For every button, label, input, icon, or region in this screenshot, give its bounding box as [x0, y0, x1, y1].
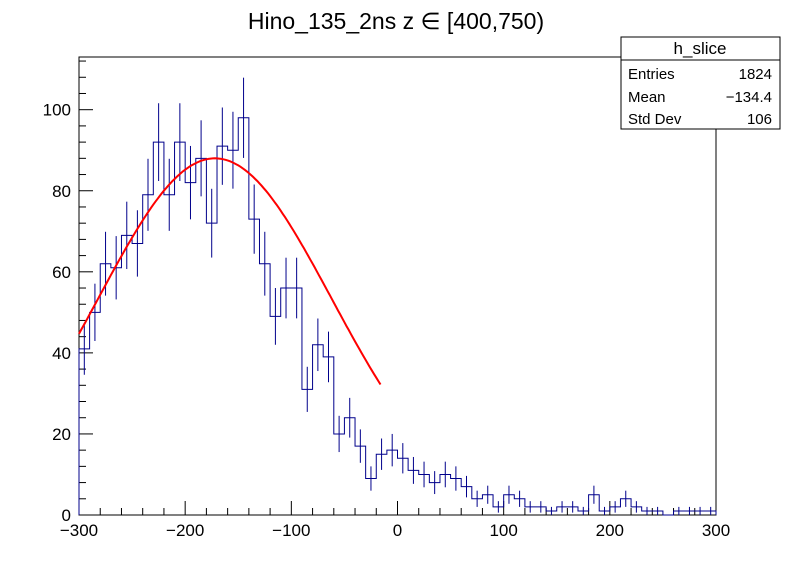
y-tick-label: 80	[52, 182, 71, 201]
fit-curve-line	[78, 157, 382, 386]
histogram-series-line	[78, 117, 717, 516]
stats-entries-label: Entries	[628, 66, 675, 83]
stats-mean-value: −134.4	[726, 89, 772, 106]
chart-title: Hino_135_2ns z ∈ [400,750)	[248, 8, 544, 34]
y-tick-label: 20	[52, 425, 71, 444]
x-tick-label: 100	[489, 521, 517, 540]
x-tick-label: 0	[393, 521, 402, 540]
stats-stddev-label: Std Dev	[628, 111, 682, 128]
x-tick-label: 300	[702, 521, 730, 540]
y-tick-label: 60	[52, 263, 71, 282]
y-tick-label: 40	[52, 344, 71, 363]
y-axis: 0 20 40 60 80 100	[43, 60, 93, 525]
stats-box-title: h_slice	[674, 39, 727, 58]
x-axis: −300 −200 −100 0 100 200 300	[60, 501, 730, 540]
stats-mean-label: Mean	[628, 89, 666, 106]
x-tick-label: −300	[60, 521, 98, 540]
stats-box: h_slice Entries 1824 Mean −134.4 Std Dev…	[620, 36, 781, 130]
x-tick-label: −200	[166, 521, 204, 540]
stats-entries-value: 1824	[739, 66, 772, 83]
plot-frame	[78, 56, 717, 516]
y-tick-label: 100	[43, 101, 71, 120]
error-bars	[83, 77, 712, 515]
x-tick-label: −100	[272, 521, 310, 540]
x-tick-label: 200	[596, 521, 624, 540]
y-tick-label: 0	[62, 506, 71, 525]
stats-stddev-value: 106	[747, 111, 772, 128]
